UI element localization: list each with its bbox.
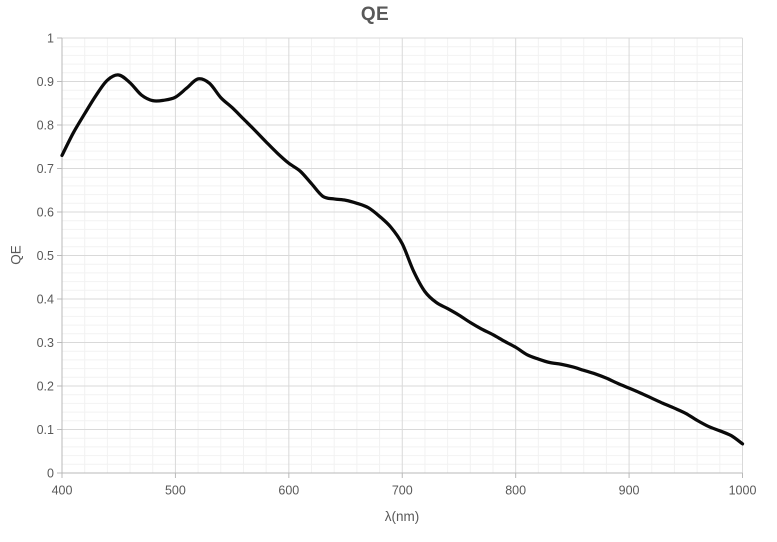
y-tick-label: 0.5	[37, 249, 54, 263]
y-tick-label: 0.9	[37, 75, 54, 89]
y-tick-label: 0.1	[37, 423, 54, 437]
x-tick-label: 800	[505, 484, 526, 498]
chart-title: QE	[360, 4, 390, 25]
y-tick-label: 0.8	[37, 119, 54, 133]
x-tick-label: 600	[278, 484, 299, 498]
x-tick-label: 500	[165, 484, 186, 498]
y-tick-label: 1	[47, 32, 54, 46]
x-tick-label: 1000	[729, 484, 757, 498]
x-axis-title: λ(nm)	[384, 509, 420, 524]
y-tick-label: 0.2	[37, 380, 54, 394]
y-tick-label: 0.3	[37, 336, 54, 350]
y-tick-label: 0	[47, 467, 54, 481]
x-tick-label: 900	[619, 484, 640, 498]
qe-curve	[60, 73, 745, 446]
y-tick-label: 0.4	[37, 293, 54, 307]
y-tick-label: 0.7	[37, 162, 54, 176]
x-tick-label: 700	[392, 484, 413, 498]
y-tick-label: 0.6	[37, 206, 54, 220]
x-tick-label: 400	[52, 484, 73, 498]
